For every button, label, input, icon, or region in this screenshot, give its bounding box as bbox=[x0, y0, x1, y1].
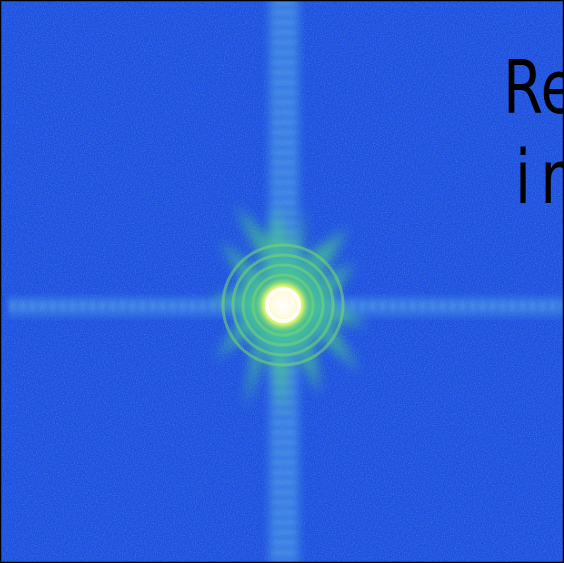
text-line: im bbox=[515, 134, 564, 221]
text-line: Re bbox=[503, 44, 564, 131]
image-content: Re im bbox=[0, 0, 564, 563]
page: {"image": {"text_lines": ["Re", "im"]}} … bbox=[0, 0, 564, 563]
body: Re im (() => { const data = JSON.parse(d… bbox=[0, 0, 564, 563]
spectrum-image: Re im bbox=[0, 0, 564, 563]
center-spot bbox=[255, 277, 311, 333]
